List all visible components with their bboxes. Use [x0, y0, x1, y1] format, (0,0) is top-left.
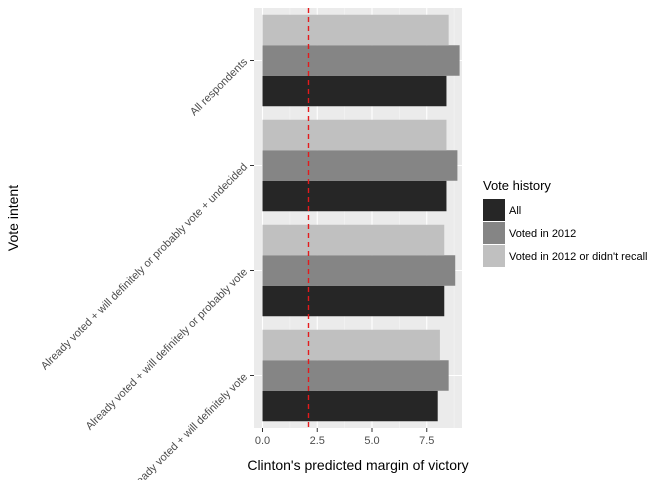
legend-title: Vote history — [483, 178, 551, 193]
y-axis-title: Vote intent — [5, 185, 21, 251]
legend-key-voted-in-2012 — [483, 222, 505, 244]
bar-voted-in-2012-4 — [262, 360, 449, 391]
x-tick-label: 0.0 — [255, 435, 270, 447]
y-tick-label: All respondents — [188, 56, 250, 118]
bar-voted-in-2012-or-didn-t-recall-1 — [262, 14, 449, 46]
y-tick-label: Already voted + will definitely vote — [125, 371, 250, 480]
x-axis-title: Clinton's predicted margin of victory — [247, 457, 468, 473]
legend-key-voted-in-2012-or-didn-t-recall — [483, 245, 505, 267]
bar-all-4 — [262, 390, 438, 422]
y-tick-label: Already voted + will definitely or proba… — [84, 266, 251, 433]
legend-key-all — [483, 199, 505, 221]
bar-all-1 — [262, 75, 447, 107]
bars — [262, 14, 460, 422]
x-tick-label: 7.5 — [419, 435, 434, 447]
bar-voted-in-2012-or-didn-t-recall-4 — [262, 329, 440, 361]
bar-all-3 — [262, 285, 445, 317]
bar-voted-in-2012-or-didn-t-recall-3 — [262, 224, 445, 256]
bar-voted-in-2012-1 — [262, 45, 460, 76]
y-axis: All respondents Already voted + will defi… — [39, 56, 254, 480]
bar-voted-in-2012-3 — [262, 255, 456, 286]
x-axis: 0.0 2.5 5.0 7.5 — [255, 428, 434, 447]
bar-voted-in-2012-or-didn-t-recall-2 — [262, 119, 447, 151]
legend-label-voted-in-2012: Voted in 2012 — [509, 228, 576, 240]
x-tick-label: 5.0 — [364, 435, 379, 447]
legend-label-all: All — [509, 205, 521, 217]
y-tick-label: Already voted + will definitely or proba… — [39, 161, 250, 372]
bar-voted-in-2012-2 — [262, 150, 458, 181]
x-tick-label: 2.5 — [310, 435, 325, 447]
legend: Vote history All Voted in 2012 Voted in 20… — [483, 178, 647, 267]
legend-label-voted-in-2012-or-didn-t-recall: Voted in 2012 or didn't recall — [509, 251, 647, 263]
bar-all-2 — [262, 180, 447, 212]
